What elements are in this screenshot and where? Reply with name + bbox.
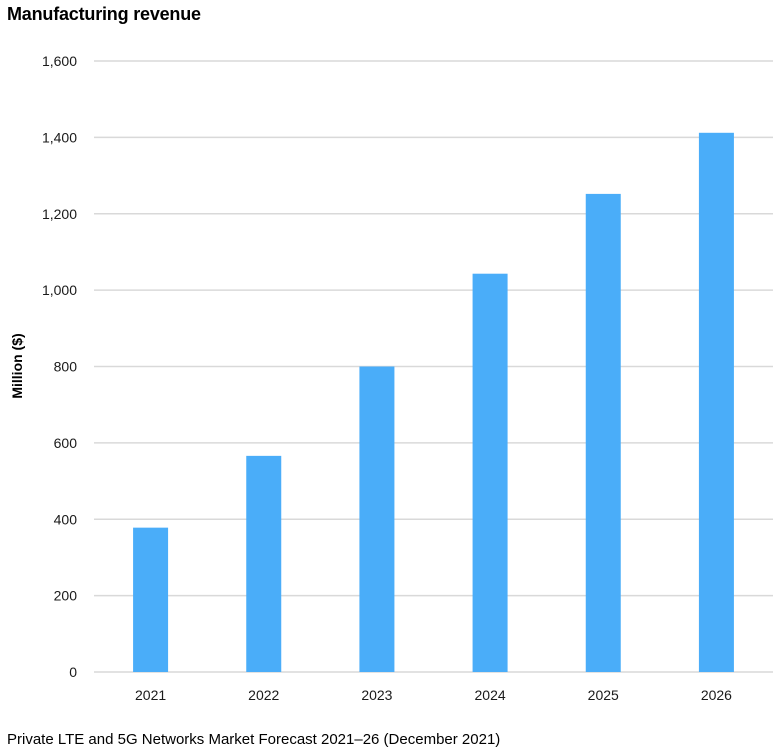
x-tick-label: 2023: [361, 687, 392, 703]
x-tick-label: 2026: [701, 687, 732, 703]
y-tick-label: 400: [54, 511, 78, 527]
y-axis-ticks: 0 200 400 600 800 1,000 1,200 1,400 1,600: [42, 53, 77, 680]
y-tick-label: 1,400: [42, 129, 77, 145]
y-tick-label: 600: [54, 435, 78, 451]
bar-2026: [698, 132, 734, 673]
y-tick-label: 1,600: [42, 53, 77, 69]
source-caption: Private LTE and 5G Networks Market Forec…: [7, 731, 501, 748]
y-tick-label: 800: [54, 359, 78, 375]
chart-title: Manufacturing revenue: [7, 4, 201, 24]
bar-2023: [359, 366, 395, 672]
y-axis-label: Million ($): [9, 333, 25, 398]
x-axis-ticks: 2021 2022 2023 2024 2025 2026: [135, 687, 732, 703]
gridlines: [94, 60, 773, 673]
y-tick-label: 200: [54, 588, 78, 604]
bars: [133, 132, 734, 673]
y-tick-label: 0: [69, 664, 77, 680]
bar-2022: [246, 455, 282, 672]
x-tick-label: 2021: [135, 687, 166, 703]
bar-2024: [472, 273, 508, 672]
bar-2025: [585, 193, 621, 672]
x-tick-label: 2022: [248, 687, 279, 703]
x-tick-label: 2024: [475, 687, 506, 703]
y-tick-label: 1,000: [42, 282, 77, 298]
y-tick-label: 1,200: [42, 206, 77, 222]
x-tick-label: 2025: [588, 687, 619, 703]
bar-2021: [133, 527, 169, 672]
